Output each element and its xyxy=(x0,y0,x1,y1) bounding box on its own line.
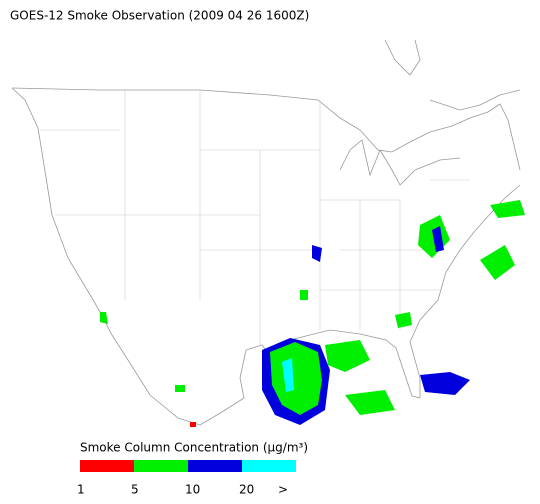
canada-coast xyxy=(384,39,521,111)
smoke-patch xyxy=(282,358,294,392)
legend-tick-label: 20 xyxy=(239,483,254,497)
state-lines xyxy=(40,90,470,345)
map-title: GOES-12 Smoke Observation (2009 04 26 16… xyxy=(10,9,309,23)
legend-tick-label: 5 xyxy=(131,483,139,497)
smoke-patch xyxy=(395,312,412,328)
smoke-patch xyxy=(300,290,308,300)
legend-overflow-label: > xyxy=(278,483,288,497)
smoke-patch xyxy=(420,372,470,395)
northern-border xyxy=(11,87,521,171)
smoke-patch xyxy=(490,200,525,218)
legend-swatch xyxy=(80,460,134,472)
smoke-patch xyxy=(270,342,322,415)
legend-swatch xyxy=(188,460,242,472)
smoke-patch xyxy=(325,340,370,372)
smoke-patch xyxy=(190,422,196,427)
legend-tick-label: 10 xyxy=(185,483,200,497)
legend-swatch xyxy=(242,460,296,472)
smoke-patch xyxy=(100,312,108,324)
legend-title: Smoke Column Concentration (μg/m³) xyxy=(80,441,308,455)
great-lakes xyxy=(339,139,461,186)
smoke-patch xyxy=(432,226,444,252)
smoke-patch xyxy=(345,390,395,415)
legend-tick-label: 1 xyxy=(77,483,85,497)
smoke-patch xyxy=(312,245,322,262)
smoke-patch xyxy=(480,245,515,280)
legend: 1 5 10 20 > xyxy=(77,460,296,497)
legend-swatch xyxy=(134,460,188,472)
smoke-patch xyxy=(175,385,185,392)
smoke-patches xyxy=(100,200,525,427)
